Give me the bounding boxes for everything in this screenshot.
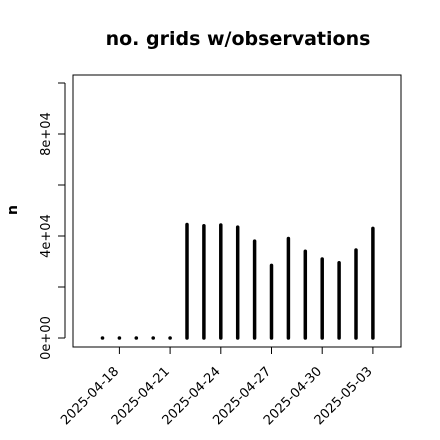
y-tick-label: 4e+04 (39, 214, 54, 258)
data-point (134, 336, 139, 340)
data-point (100, 336, 105, 340)
data-point (168, 336, 172, 340)
bars-group (100, 222, 375, 340)
data-point (151, 336, 155, 340)
data-point (117, 336, 122, 340)
y-axis: 0e+00 4e+04 8e+04 (39, 82, 66, 360)
chart-title: no. grids w/observations (106, 28, 371, 50)
y-tick-label: 0e+00 (39, 316, 54, 360)
y-tick-label: 8e+04 (39, 112, 54, 156)
y-axis-label: n (5, 205, 21, 215)
x-axis: 2025-04-182025-04-212025-04-242025-04-27… (58, 346, 376, 428)
